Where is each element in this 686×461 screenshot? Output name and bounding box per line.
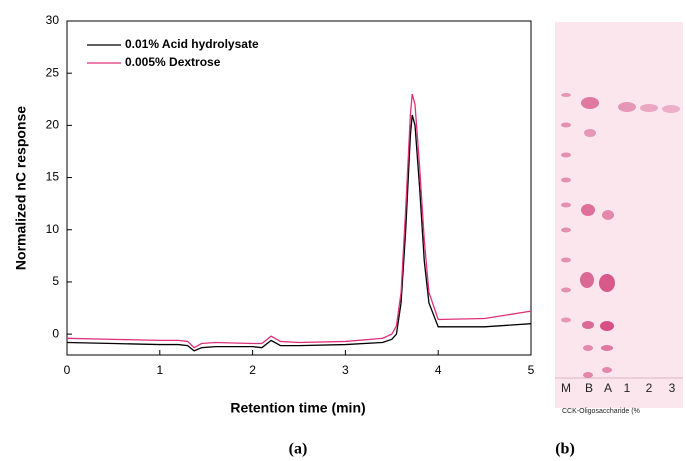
spot [600,321,614,331]
spot [561,257,571,263]
spot [662,105,680,113]
spot [584,129,596,137]
spot [561,93,571,97]
y-tick-label: 15 [46,170,60,184]
y-tick-label: 0 [52,326,59,340]
spot [583,345,593,351]
data-line [66,114,532,352]
lane-label: A [604,381,612,395]
spot [602,210,614,220]
spot [561,177,571,183]
spot [561,287,571,293]
y-axis-label: Normalized nC response [13,106,29,270]
spot [582,321,594,329]
spot [561,202,571,208]
legend-label: 0.01% Acid hydrolysate [125,37,259,51]
spot [599,274,615,292]
x-tick-label: 0 [64,363,71,377]
plate-spots [561,93,680,378]
spot [580,272,594,288]
x-tick-label: 4 [435,363,442,377]
lane-label: B [585,381,593,395]
caption: (b) [555,441,575,458]
x-tick-label: 2 [249,363,256,377]
x-tick-label: 3 [342,363,349,377]
tlc-plate: CCK-Oligosaccharide (% [555,22,683,415]
lane-label: 3 [669,381,676,395]
y-tick-label: 5 [52,274,59,288]
y-tick-label: 30 [46,13,60,27]
spot [561,317,571,323]
spot [581,204,595,216]
y-tick-label: 20 [46,118,60,132]
plate-axis-label: CCK-Oligosaccharide (% [562,408,640,415]
legend-label: 0.005% Dextrose [125,55,221,69]
x-tick-label: 5 [528,363,535,377]
x-axis-label: Retention time (min) [230,400,365,416]
plot-frame [66,20,532,356]
lane-label: 2 [646,381,653,395]
spot [561,122,571,128]
spot [640,104,658,112]
spot [618,102,636,112]
y-tick-label: 25 [46,65,60,79]
spot [561,227,571,233]
data-line [66,93,532,349]
lane-label: M [561,381,571,395]
y-tick-label: 10 [46,222,60,236]
plate-background [555,22,683,408]
spot [583,372,593,378]
x-tick-label: 1 [156,363,163,377]
lane-label: 1 [624,381,631,395]
caption: (a) [289,441,308,458]
spot [602,367,612,373]
spot [561,152,571,158]
spot [601,345,613,351]
spot [581,97,599,109]
